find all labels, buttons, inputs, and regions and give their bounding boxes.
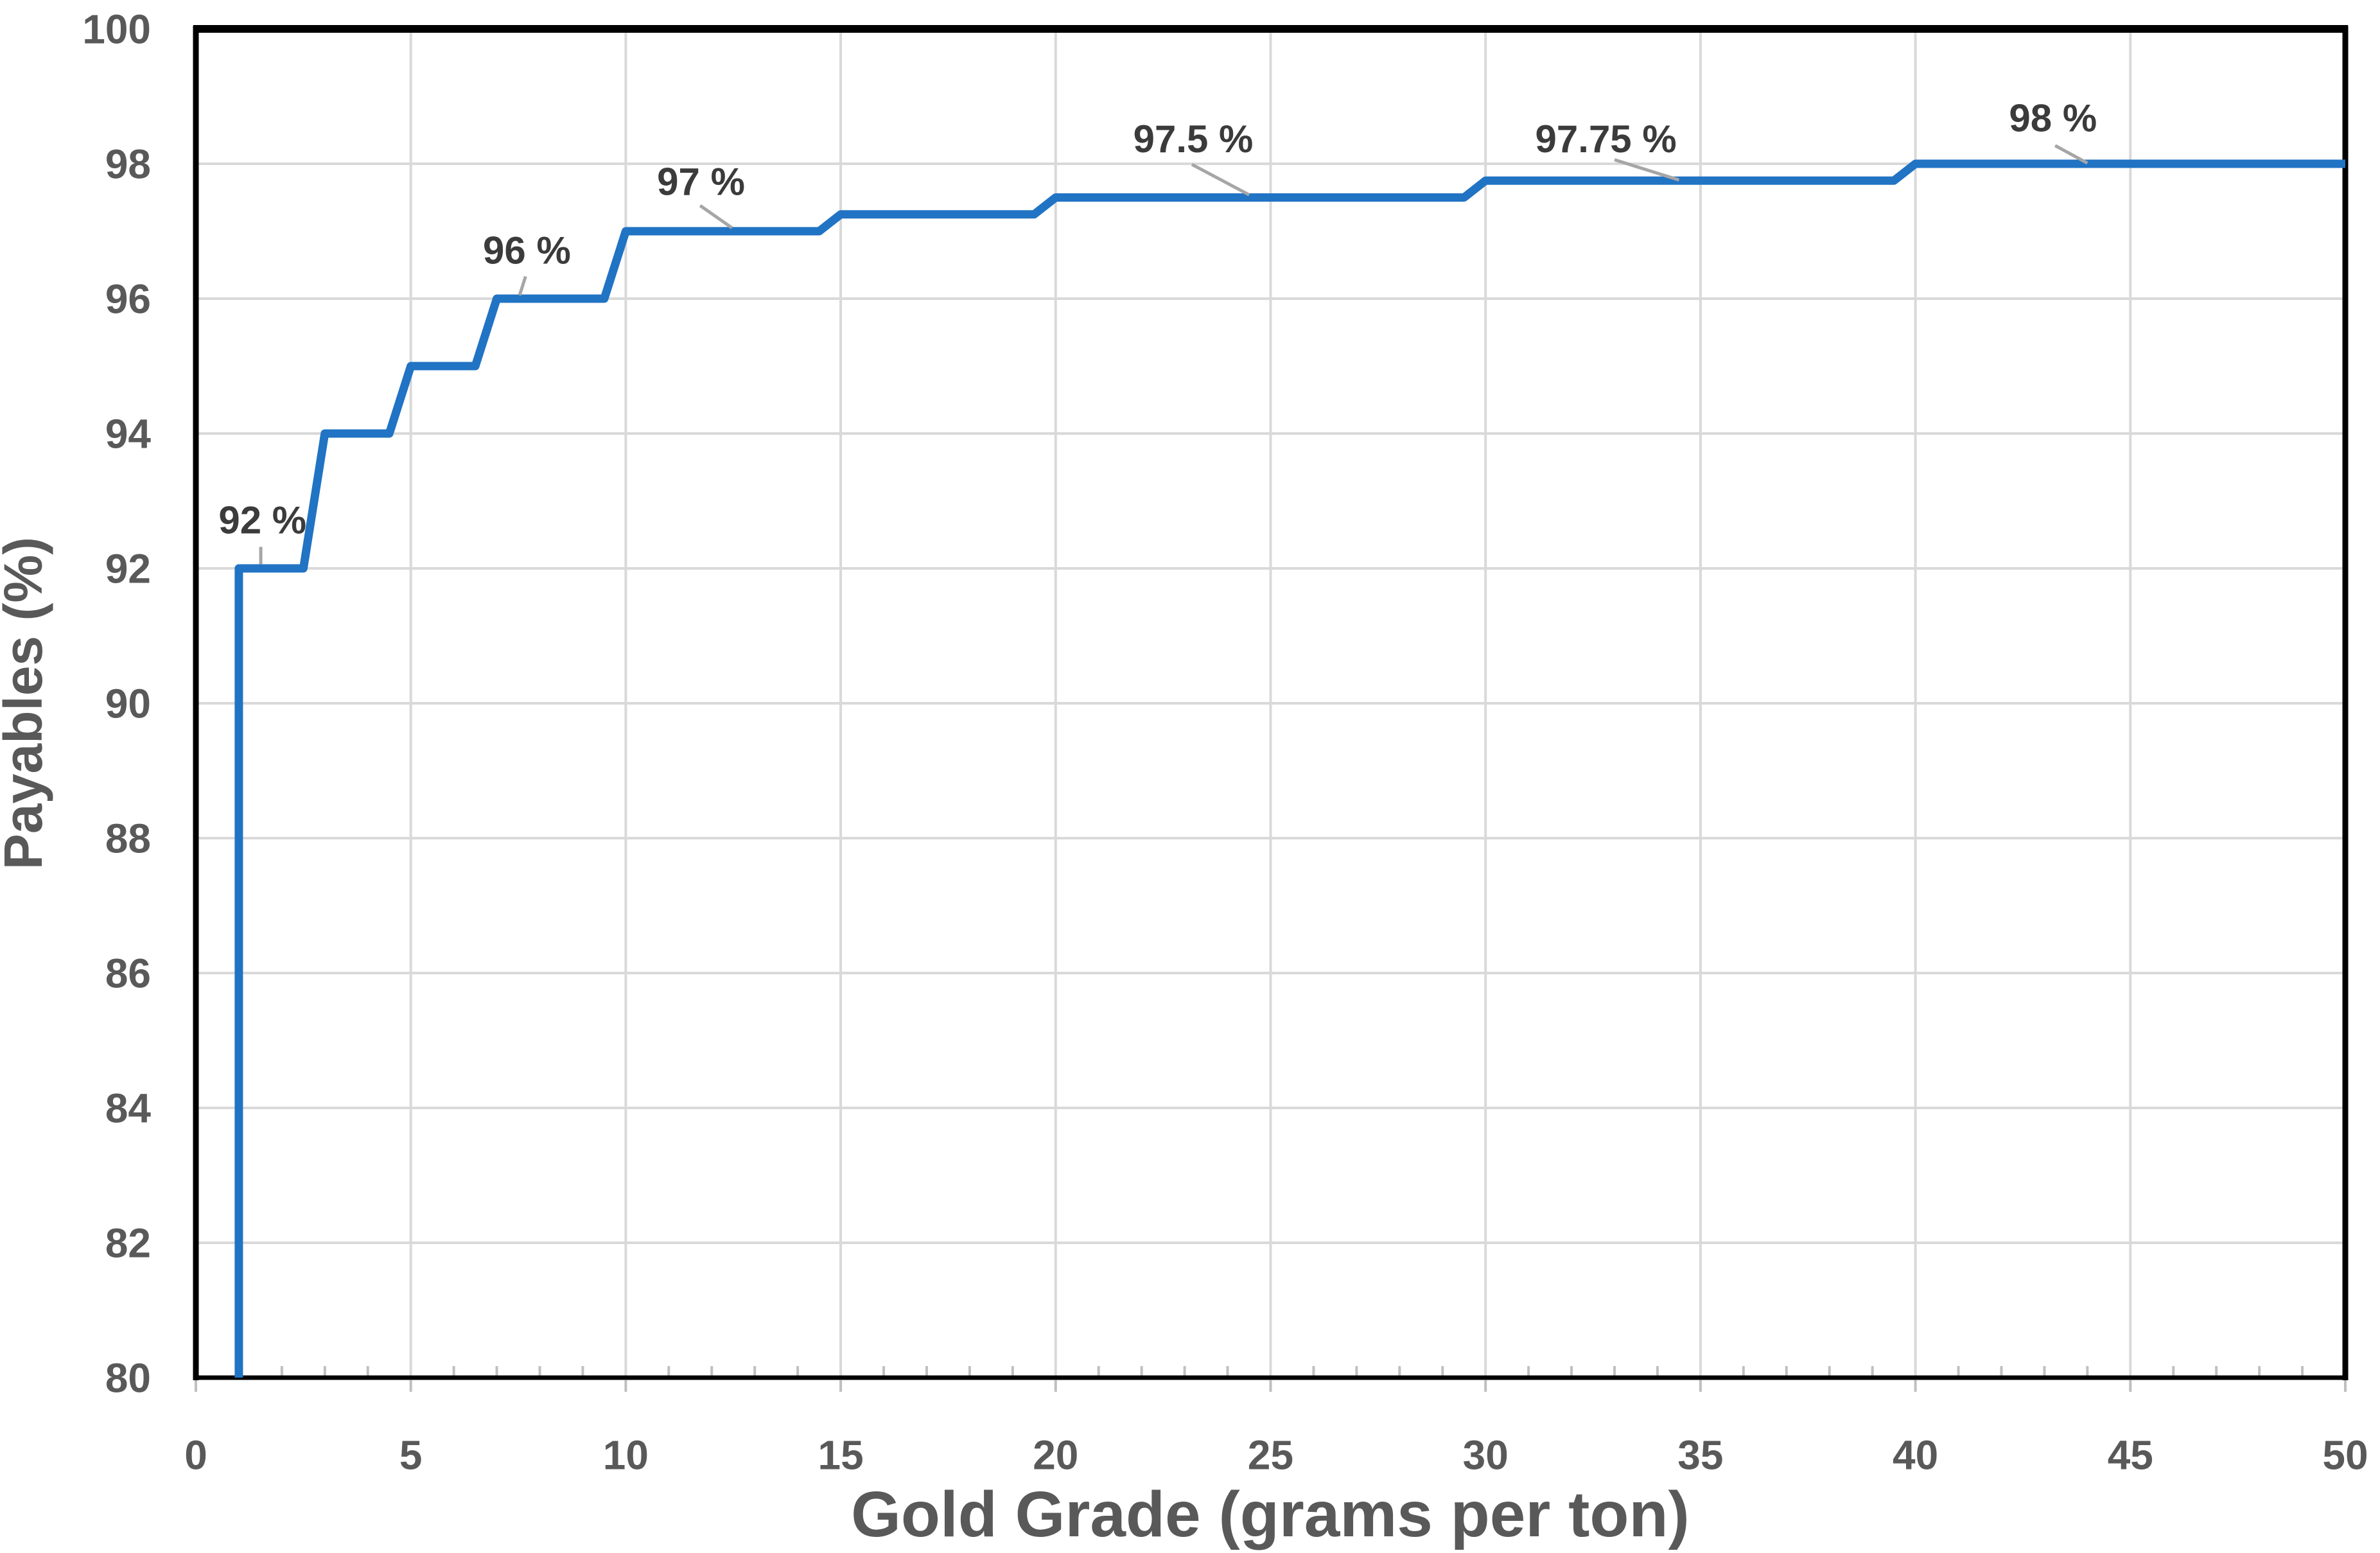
annotation-label: 92 % (218, 498, 306, 541)
y-tick-label: 88 (105, 815, 151, 861)
x-tick-label: 30 (1463, 1432, 1509, 1478)
y-tick-label: 80 (105, 1355, 151, 1401)
x-tick-label: 10 (603, 1432, 649, 1478)
x-axis-title: Gold Grade (grams per ton) (851, 1478, 1690, 1550)
tick-layer (195, 1366, 2347, 1392)
x-tick-label: 0 (184, 1432, 207, 1478)
annotation-label: 97 % (657, 160, 745, 203)
y-tick-label: 92 (105, 545, 151, 592)
x-tick-label: 20 (1033, 1432, 1078, 1478)
annotation-leader (518, 276, 527, 296)
annotation-layer: 92 % 96 % 97 % 97.5 % 97.75 % 98 % (218, 97, 2097, 565)
annotation-leader (1191, 162, 1250, 197)
x-tick-label: 25 (1248, 1432, 1293, 1478)
y-tick-label: 94 (105, 410, 152, 457)
x-tick-label: 35 (1677, 1432, 1723, 1478)
plot-border (193, 25, 2349, 1380)
y-tick-label: 82 (105, 1220, 151, 1266)
y-tick-label: 86 (105, 950, 151, 996)
y-tick-label: 96 (105, 276, 151, 322)
x-tick-label: 40 (1893, 1432, 1938, 1478)
annotation-label: 96 % (483, 229, 571, 272)
y-tick-label: 100 (82, 6, 151, 52)
annotation-leader (699, 204, 733, 229)
annotation-label: 97.5 % (1133, 118, 1254, 161)
annotation-leader (1614, 158, 1680, 182)
annotation-label: 98 % (2009, 97, 2097, 140)
y-tick-label: 84 (105, 1085, 152, 1131)
annotation-label: 97.75 % (1536, 118, 1677, 161)
series-line (234, 159, 2345, 1378)
x-tick-label: 15 (818, 1432, 864, 1478)
y-tick-label: 90 (105, 680, 151, 726)
series-layer (234, 159, 2345, 1378)
x-tick-label: 45 (2108, 1432, 2153, 1478)
y-axis-title: Payables (%) (0, 537, 53, 870)
x-tick-label: 50 (2322, 1432, 2368, 1478)
annotation-leader (2054, 144, 2088, 165)
grid-layer (196, 29, 2345, 1378)
x-tick-label: 5 (399, 1432, 423, 1478)
y-tick-label: 98 (105, 141, 151, 187)
axis-label-layer: 0 5 10 15 20 25 30 35 40 45 50 80 82 84 86 88 90 92 94 96 98… (82, 6, 2368, 1478)
